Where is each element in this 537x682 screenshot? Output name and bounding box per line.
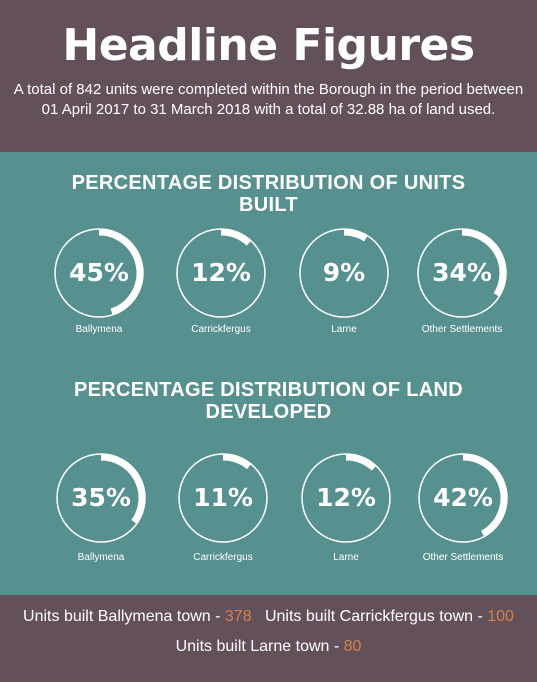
ballymena-units-value: 378: [224, 608, 252, 625]
page-title: Headline Figures: [62, 20, 475, 71]
summary-text: A total of 842 units were completed with…: [13, 81, 524, 118]
ring-percent: 34%: [432, 258, 492, 287]
ring-land-larne: 12%: [298, 450, 394, 546]
ring-units-larne: 9%: [296, 225, 392, 321]
ring-arc: [100, 453, 146, 525]
ring-label-units-larne: Larne: [331, 324, 357, 335]
ring-percent: 45%: [69, 258, 129, 287]
ballymena-units-label: Units built Ballymena town -: [23, 608, 225, 625]
ring-graphic: [299, 228, 389, 318]
ring-label-units-carrickfergus: Carrickfergus: [191, 324, 251, 335]
ring-percent: 9%: [322, 258, 366, 287]
ring-units-other: 34%: [414, 225, 510, 321]
ring-percent: 12%: [191, 258, 251, 287]
ring-land-carrickfergus: 11%: [175, 450, 271, 546]
ring-graphic: [178, 453, 268, 543]
ring-arc: [222, 453, 252, 470]
ring-label-units-ballymena: Ballymena: [75, 324, 123, 335]
ring-graphic: [301, 453, 391, 543]
ring-label-land-other: Other Settlements: [422, 552, 504, 563]
footer-banner: Units built Ballymena town - 378 Units b…: [0, 595, 537, 682]
ring-land-ballymena: 35%: [53, 450, 149, 546]
ring-arc: [98, 228, 144, 316]
ring-units-ballymena: 45%: [51, 225, 147, 321]
ring-arc: [343, 228, 368, 242]
ring-label-land-larne: Larne: [333, 552, 359, 563]
distribution-panel: PERCENTAGE DISTRIBUTION OF UNITS BUILT 4…: [0, 152, 537, 595]
larne-units-label: Units built Larne town -: [175, 638, 344, 655]
ring-percent: 35%: [71, 483, 131, 512]
units-section-title: PERCENTAGE DISTRIBUTION OF UNITS BUILT: [71, 172, 466, 216]
larne-units-value: 80: [343, 638, 362, 655]
ring-arc: [220, 228, 252, 246]
ring-graphic: [176, 228, 266, 318]
ring-percent: 11%: [193, 483, 253, 512]
ring-arc: [462, 453, 508, 537]
ring-graphic: [418, 453, 508, 543]
footer-line-1: Units built Ballymena town - 378 Units b…: [0, 607, 537, 627]
ring-arc: [461, 228, 507, 297]
ring-graphic: [56, 453, 146, 543]
header-banner: Headline Figures A total of 842 units we…: [0, 0, 537, 152]
ring-graphic: [417, 228, 507, 318]
ring-label-land-ballymena: Ballymena: [77, 552, 125, 563]
ring-units-carrickfergus: 12%: [173, 225, 269, 321]
carrickfergus-units-label: Units built Carrickfergus town -: [264, 608, 488, 625]
ring-land-other: 42%: [415, 450, 511, 546]
carrickfergus-units-value: 100: [487, 608, 514, 625]
ring-label-units-other: Other Settlements: [421, 324, 503, 335]
land-section-title: PERCENTAGE DISTRIBUTION OF LAND DEVELOPE…: [74, 379, 463, 423]
ring-arc: [345, 453, 377, 471]
ring-percent: 12%: [316, 483, 376, 512]
ring-label-land-carrickfergus: Carrickfergus: [193, 552, 253, 563]
ring-graphic: [54, 228, 144, 318]
footer-line-2: Units built Larne town - 80: [0, 637, 537, 657]
ring-percent: 42%: [433, 483, 493, 512]
